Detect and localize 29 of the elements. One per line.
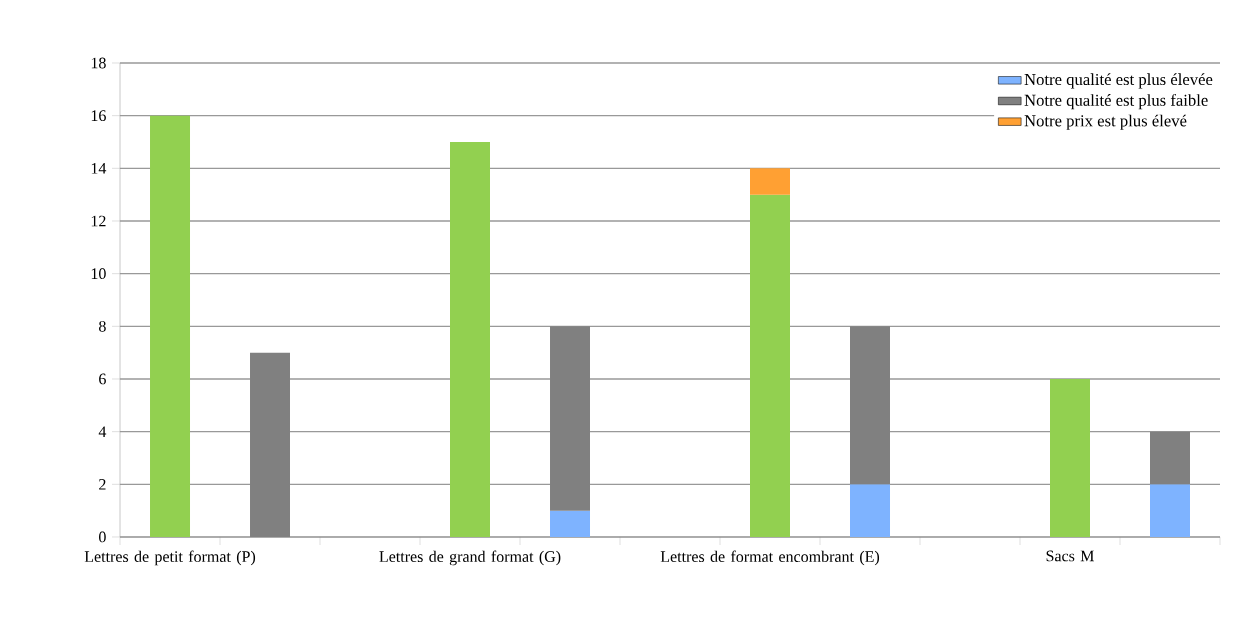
x-tick-label: Sacs M bbox=[1046, 550, 1094, 562]
x-tick-label: Lettres de format encombrant (E) bbox=[660, 550, 880, 566]
y-tick-label: 14 bbox=[91, 163, 107, 174]
legend-label: Notre qualité est plus faible bbox=[1024, 93, 1208, 110]
y-tick-label: 10 bbox=[91, 268, 106, 280]
bar bbox=[850, 484, 891, 537]
y-tick-label: 0 bbox=[99, 531, 106, 543]
bar bbox=[150, 115, 191, 537]
x-tick-label: Lettres de petit format (P) bbox=[84, 550, 256, 566]
bar bbox=[1050, 378, 1090, 537]
y-tick-label: 18 bbox=[91, 57, 106, 69]
y-tick-label: 16 bbox=[91, 110, 106, 122]
y-tick-label: 8 bbox=[99, 320, 106, 332]
bar bbox=[750, 194, 790, 537]
y-tick-label: 4 bbox=[98, 426, 107, 437]
y-tick-label: 2 bbox=[99, 479, 106, 490]
bar bbox=[550, 510, 591, 537]
x-tick-label: Lettres de grand format (G) bbox=[379, 550, 561, 566]
bar bbox=[1150, 431, 1190, 485]
bar bbox=[450, 141, 490, 537]
legend-label: Notre qualité est plus élevée bbox=[1024, 73, 1213, 89]
bar bbox=[250, 352, 291, 537]
y-tick-label: 6 bbox=[99, 373, 106, 385]
bar bbox=[1150, 484, 1190, 537]
y-tick-label: 12 bbox=[91, 215, 106, 227]
bar bbox=[550, 326, 591, 511]
legend-label: Notre prix est plus élevé bbox=[1024, 114, 1187, 130]
bar bbox=[850, 326, 891, 485]
bar bbox=[750, 168, 790, 195]
